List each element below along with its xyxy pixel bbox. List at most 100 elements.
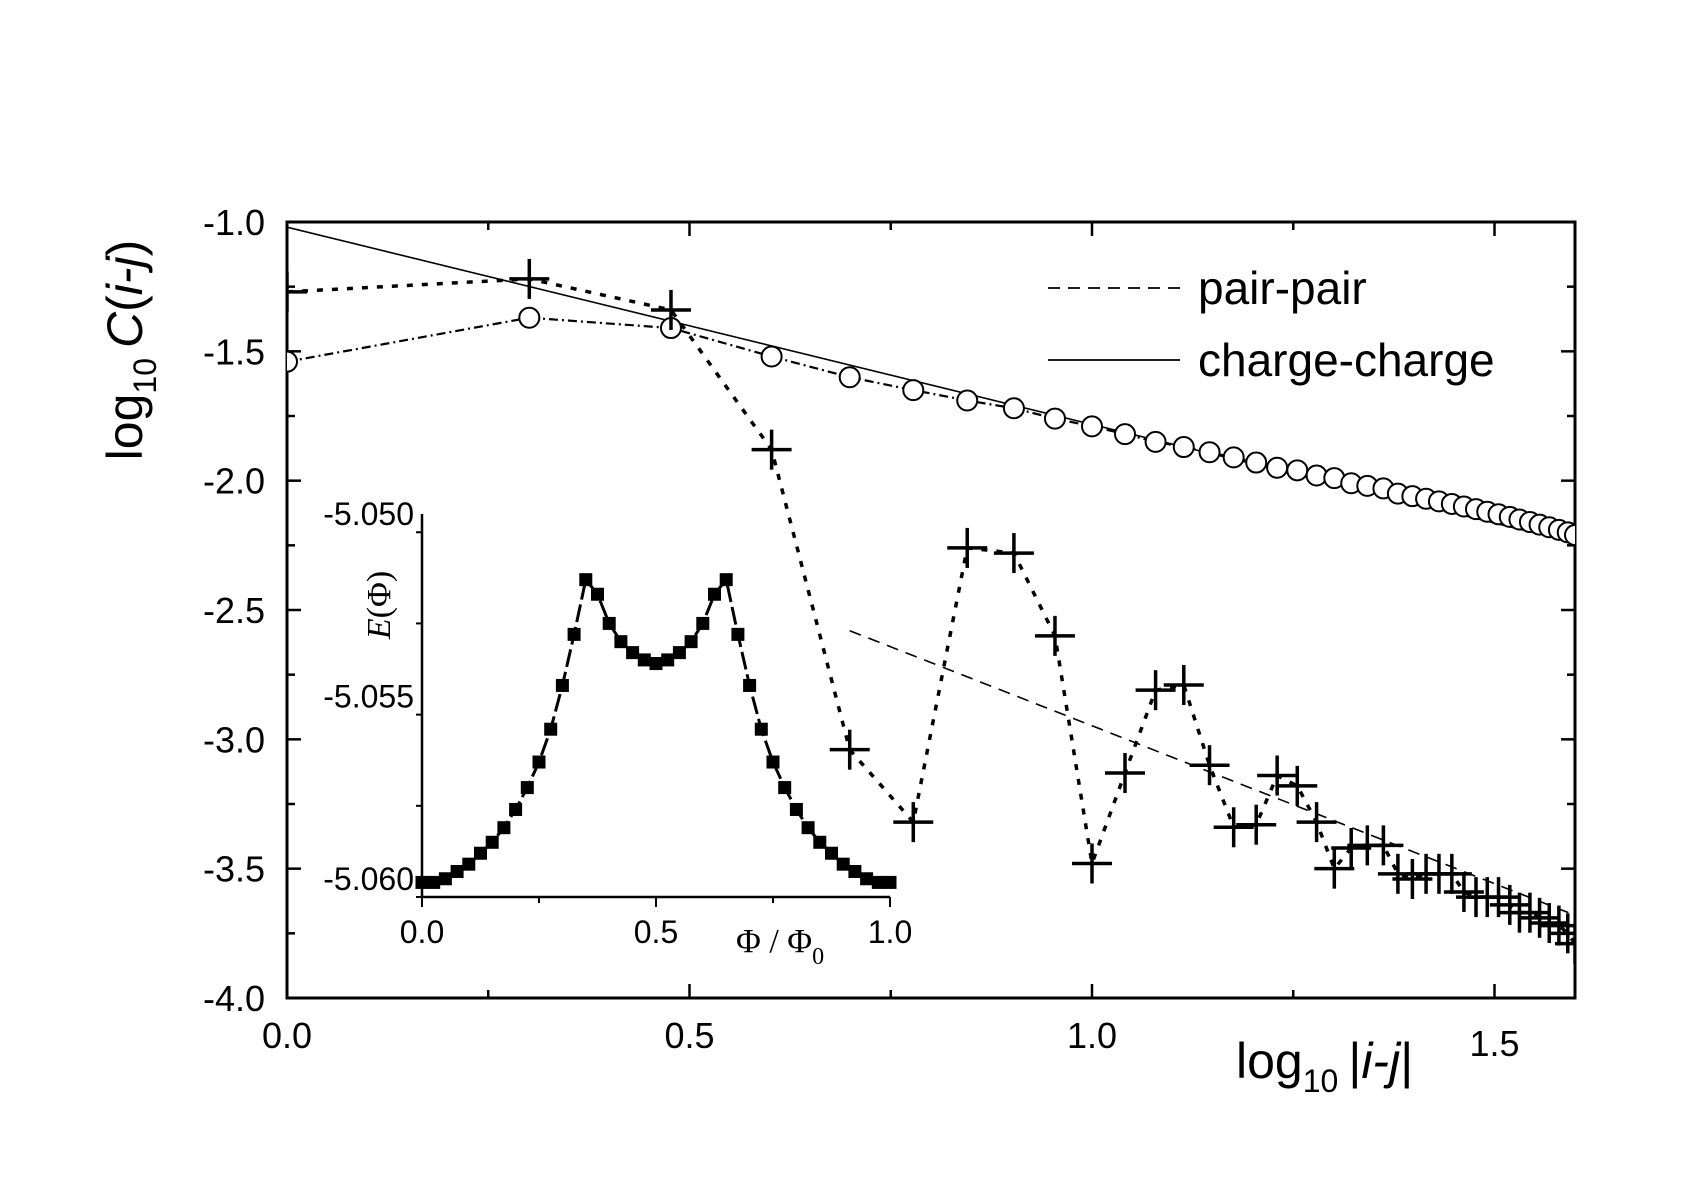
inset-energy-point [719, 573, 733, 587]
inset-energy-point [579, 573, 593, 587]
pair-pair-point [1519, 897, 1560, 938]
pair-pair-point [1213, 807, 1254, 848]
inset-x-tick-label: 1.0 [868, 914, 912, 950]
legend-label-pair-pair: pair-pair [1198, 262, 1367, 314]
inset-plot: 0.0 0.5 1.0 -5.050 -5.055 -5.060 E(Φ) Φ / Φ0 [323, 496, 912, 970]
inset-energy-point [860, 872, 874, 886]
pair-pair-point [287, 271, 307, 312]
pair-pair-point [1555, 923, 1575, 964]
inset-energy-point [626, 646, 640, 660]
charge-charge-point [1198, 441, 1221, 464]
charge-charge-point [1172, 436, 1195, 459]
charge-charge-point [1043, 407, 1066, 430]
inset-energy-point [836, 857, 850, 871]
main-data [287, 226, 1575, 964]
inset-energy-point [497, 821, 511, 835]
pair-pair-point [751, 429, 792, 470]
inset-x-tick-label: 0.5 [634, 914, 678, 950]
pair-pair-point [509, 258, 550, 299]
y-tick-label: -2.5 [203, 590, 265, 631]
charge-charge-point [1564, 523, 1575, 546]
inset-energy-point [801, 821, 815, 835]
pair-pair-point [650, 289, 691, 330]
pair-pair-point [1547, 913, 1575, 954]
y-tick-label: -3.0 [203, 719, 265, 760]
inset-energy-point [509, 802, 523, 816]
inset-energy-point [462, 857, 476, 871]
inset-energy-point [485, 835, 499, 849]
pair-pair-point [1135, 670, 1176, 711]
inset-y-axis-label: E(Φ) [361, 571, 398, 640]
charge-charge-point [838, 366, 861, 389]
inset-energy-point [567, 627, 581, 641]
pair-pair-point [893, 802, 934, 843]
inset-y-tick-label: -5.055 [323, 678, 414, 714]
inset-energy-point [544, 722, 558, 736]
inset-energy-point [883, 875, 897, 889]
pair-pair-point [1277, 765, 1318, 806]
y-tick-label: -1.0 [203, 202, 265, 243]
pair-pair-point [1331, 827, 1372, 868]
pair-pair-point [1257, 755, 1298, 796]
inset-energy-point [848, 864, 862, 878]
x-axis-label: log10 |i-j| [1236, 1033, 1413, 1099]
charge-charge-point [1286, 459, 1309, 482]
inset-energy-point [591, 587, 604, 601]
legend-label-charge-charge: charge-charge [1198, 334, 1495, 386]
inset-energy-point [555, 678, 569, 692]
inset-energy-point [708, 587, 721, 601]
inset-energy-point [661, 653, 675, 667]
x-tick-label: 1.5 [1469, 1023, 1519, 1064]
pair-pair-point [1236, 804, 1277, 845]
inset-energy-point [602, 616, 616, 630]
pair-pair-point [1478, 877, 1519, 918]
pair-pair-point [993, 533, 1034, 574]
inset-x-axis-label: Φ / Φ0 [736, 923, 824, 970]
inset-x-tick-label: 0.0 [400, 914, 444, 950]
pair-pair-point [1072, 843, 1112, 884]
inset-energy-point [871, 875, 885, 889]
charge-charge-point [1081, 415, 1103, 438]
inset-energy-point [450, 864, 464, 878]
axis-labels: log10 |i-j| log10C(i-j) [97, 240, 1413, 1099]
main-plot: 0.0 0.5 1.0 1.5 -1.0 -1.5 -2.0 -2.5 -3.0 -3.5 -4.0 [203, 202, 1577, 1064]
inset-energy-point [415, 875, 429, 889]
x-tick-label: 1.0 [1067, 1015, 1117, 1056]
pair-pair-point [1314, 848, 1355, 889]
inset-energy-point [754, 722, 768, 736]
charge-charge-point [1002, 397, 1025, 420]
inset-energy-point [696, 616, 710, 630]
pair-pair-point [829, 729, 870, 770]
inset-energy-point [778, 781, 792, 795]
inset-energy-point [520, 781, 534, 795]
inset-energy-point [684, 635, 698, 649]
y-tick-label: -3.5 [203, 849, 265, 890]
inset-energy-point [825, 846, 838, 860]
inset-energy-point [438, 872, 452, 886]
pair-pair-point [947, 527, 988, 568]
pair-pair-point [1163, 665, 1204, 706]
charge-charge-point [1266, 456, 1289, 479]
charge-charge-point [902, 379, 925, 402]
pair-pair-point [1443, 871, 1484, 912]
charge-charge-point [1144, 430, 1167, 453]
pair-pair-point [1296, 802, 1337, 843]
charge-charge-point [518, 306, 541, 329]
inset-y-tick-label: -5.060 [323, 861, 414, 897]
inset-energy-point [731, 627, 745, 641]
inset-energy-point [649, 657, 663, 671]
legend: pair-pair charge-charge [1048, 262, 1495, 386]
charge-charge-point [287, 350, 298, 373]
y-axis-label: log10C(i-j) [97, 240, 163, 461]
pair-pair-point [1363, 825, 1404, 866]
inset-energy-point [637, 653, 651, 667]
y-tick-label: -4.0 [203, 978, 265, 1019]
pair-pair-point [1189, 745, 1230, 786]
inset-energy-point [474, 846, 487, 860]
inset-y-tick-label: -5.050 [323, 496, 414, 532]
x-tick-label: 0.0 [262, 1015, 312, 1056]
y-tick-label: -2.0 [203, 461, 265, 502]
inset-energy-point [427, 875, 441, 889]
inset-energy-point [743, 678, 757, 692]
